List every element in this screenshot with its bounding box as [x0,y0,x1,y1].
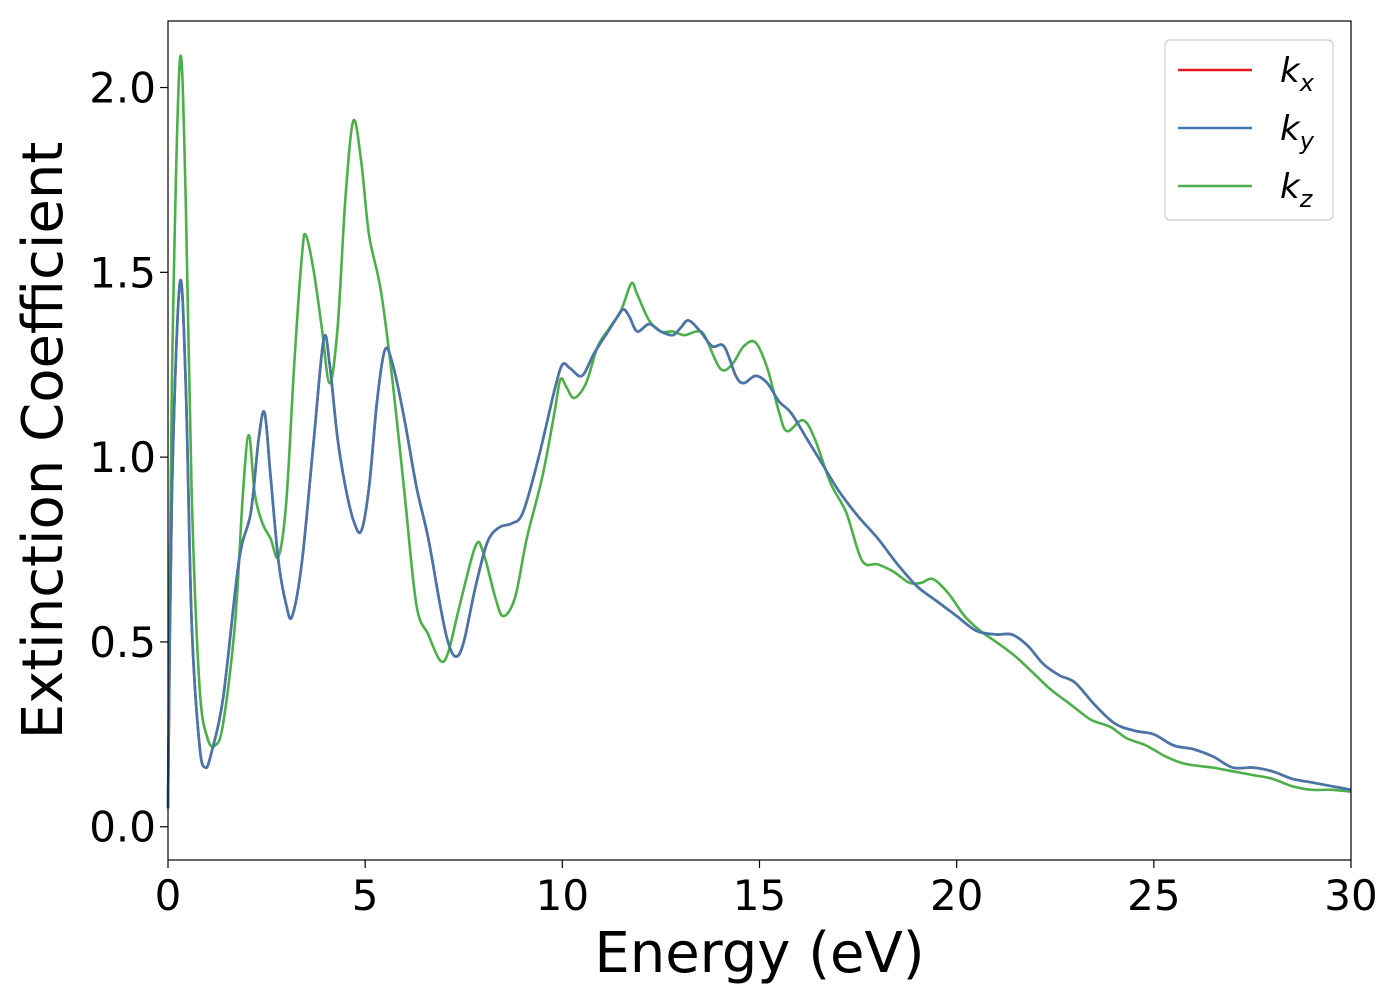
y-tick-label: 0.0 [89,803,156,852]
legend-label: kz [1280,167,1314,213]
legend-label: ky [1280,109,1315,155]
series-line-ky [166,279,1352,809]
x-tick-label: 5 [352,871,379,920]
y-tick-label: 2.0 [89,64,156,113]
y-tick-label: 1.0 [89,433,156,482]
series-layer [166,54,1352,809]
y-axis-title: Extinction Coefficient [11,142,76,740]
y-axis-ticks: 0.0 0.5 1.0 1.5 2.0 [89,64,168,852]
x-tick-label: 25 [1127,871,1180,920]
x-axis-title: Energy (eV) [594,921,924,986]
y-tick-label: 0.5 [89,618,156,667]
legend-label: kx [1280,51,1315,97]
legend: kx ky kz [1164,39,1334,221]
y-tick-label: 1.5 [89,248,156,297]
x-axis-ticks: 0 5 10 15 20 25 30 [155,860,1378,920]
x-tick-label: 30 [1324,871,1377,920]
series-line-kz [166,54,1352,809]
legend-box [1164,39,1334,221]
x-tick-label: 0 [155,871,182,920]
x-tick-label: 20 [930,871,983,920]
x-tick-label: 10 [536,871,589,920]
x-tick-label: 15 [733,871,786,920]
